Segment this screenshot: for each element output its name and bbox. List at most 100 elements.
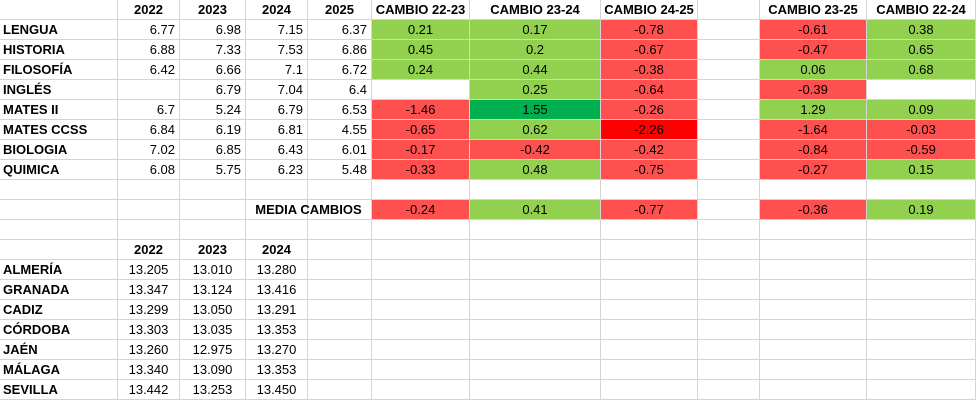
empty-cell[interactable] [308,260,372,280]
change-cell[interactable]: -0.59 [867,140,976,160]
empty-cell[interactable] [867,260,976,280]
empty-cell[interactable] [601,320,698,340]
score-cell[interactable]: 5.48 [308,160,372,180]
score-cell[interactable]: 13.450 [246,380,308,400]
media-change-cell[interactable]: 0.19 [867,200,976,220]
subject-name[interactable]: INGLÉS [0,80,118,100]
empty-cell[interactable] [470,240,601,260]
empty-cell[interactable] [867,360,976,380]
empty-cell[interactable] [0,240,118,260]
change-cell[interactable]: -0.65 [372,120,470,140]
empty-cell[interactable] [698,20,760,40]
empty-cell[interactable] [760,380,867,400]
empty-cell[interactable] [308,300,372,320]
empty-cell[interactable] [867,380,976,400]
year-header[interactable]: 2022 [118,0,180,20]
year-header[interactable]: 2022 [118,240,180,260]
empty-cell[interactable] [308,380,372,400]
score-cell[interactable]: 6.42 [118,60,180,80]
empty-cell[interactable] [180,180,246,200]
empty-cell[interactable] [760,220,867,240]
empty-cell[interactable] [698,340,760,360]
subject-name[interactable]: MATES II [0,100,118,120]
change-cell[interactable]: 1.55 [470,100,601,120]
score-cell[interactable]: 6.79 [180,80,246,100]
empty-cell[interactable] [760,260,867,280]
score-cell[interactable]: 5.24 [180,100,246,120]
score-cell[interactable]: 5.75 [180,160,246,180]
province-name[interactable]: MÁLAGA [0,360,118,380]
change-cell[interactable]: 0.17 [470,20,601,40]
change-cell[interactable]: 0.09 [867,100,976,120]
change-cell[interactable]: -0.78 [601,20,698,40]
score-cell[interactable]: 6.88 [118,40,180,60]
score-cell[interactable]: 13.340 [118,360,180,380]
change-cell[interactable]: 0.25 [470,80,601,100]
empty-cell[interactable] [0,200,118,220]
change-cell[interactable]: 0.45 [372,40,470,60]
empty-cell[interactable] [118,220,180,240]
empty-cell[interactable] [760,360,867,380]
empty-cell[interactable] [867,320,976,340]
change-cell[interactable]: 0.06 [760,60,867,80]
change-cell[interactable] [867,80,976,100]
change-cell[interactable]: -0.26 [601,100,698,120]
subject-name[interactable]: HISTORIA [0,40,118,60]
empty-cell[interactable] [867,280,976,300]
score-cell[interactable]: 6.01 [308,140,372,160]
empty-cell[interactable] [180,200,246,220]
score-cell[interactable]: 6.53 [308,100,372,120]
empty-cell[interactable] [308,340,372,360]
empty-cell[interactable] [308,280,372,300]
province-name[interactable]: CADIZ [0,300,118,320]
score-cell[interactable]: 6.43 [246,140,308,160]
score-cell[interactable]: 13.205 [118,260,180,280]
change-cell[interactable]: -0.64 [601,80,698,100]
empty-cell[interactable] [698,100,760,120]
score-cell[interactable]: 6.7 [118,100,180,120]
change-cell[interactable]: -1.46 [372,100,470,120]
change-header[interactable]: CAMBIO 23-24 [470,0,601,20]
empty-cell[interactable] [698,200,760,220]
change-cell[interactable]: -2.26 [601,120,698,140]
score-cell[interactable]: 12.975 [180,340,246,360]
score-cell[interactable]: 13.353 [246,320,308,340]
empty-cell[interactable] [698,300,760,320]
empty-cell[interactable] [760,300,867,320]
score-cell[interactable]: 13.416 [246,280,308,300]
empty-cell[interactable] [372,380,470,400]
subject-name[interactable]: FILOSOFÍA [0,60,118,80]
empty-cell[interactable] [118,180,180,200]
empty-cell[interactable] [470,320,601,340]
empty-cell[interactable] [698,360,760,380]
change-cell[interactable]: -0.27 [760,160,867,180]
change-cell[interactable]: -0.42 [601,140,698,160]
empty-cell[interactable] [601,220,698,240]
province-name[interactable]: GRANADA [0,280,118,300]
empty-cell[interactable] [308,360,372,380]
empty-cell[interactable] [698,120,760,140]
empty-cell[interactable] [372,280,470,300]
empty-cell[interactable] [372,240,470,260]
year-header[interactable]: 2025 [308,0,372,20]
empty-cell[interactable] [601,240,698,260]
score-cell[interactable] [118,80,180,100]
empty-cell[interactable] [470,380,601,400]
empty-cell[interactable] [698,280,760,300]
score-cell[interactable]: 7.02 [118,140,180,160]
province-name[interactable]: ALMERÍA [0,260,118,280]
empty-cell[interactable] [867,240,976,260]
change-cell[interactable]: 0.21 [372,20,470,40]
empty-cell[interactable] [246,220,308,240]
empty-cell[interactable] [601,360,698,380]
score-cell[interactable]: 6.84 [118,120,180,140]
empty-cell[interactable] [372,260,470,280]
score-cell[interactable]: 6.23 [246,160,308,180]
empty-cell[interactable] [601,260,698,280]
change-cell[interactable]: 0.2 [470,40,601,60]
empty-cell[interactable] [698,80,760,100]
empty-cell[interactable] [698,240,760,260]
score-cell[interactable]: 6.66 [180,60,246,80]
score-cell[interactable]: 7.53 [246,40,308,60]
change-cell[interactable]: -0.17 [372,140,470,160]
